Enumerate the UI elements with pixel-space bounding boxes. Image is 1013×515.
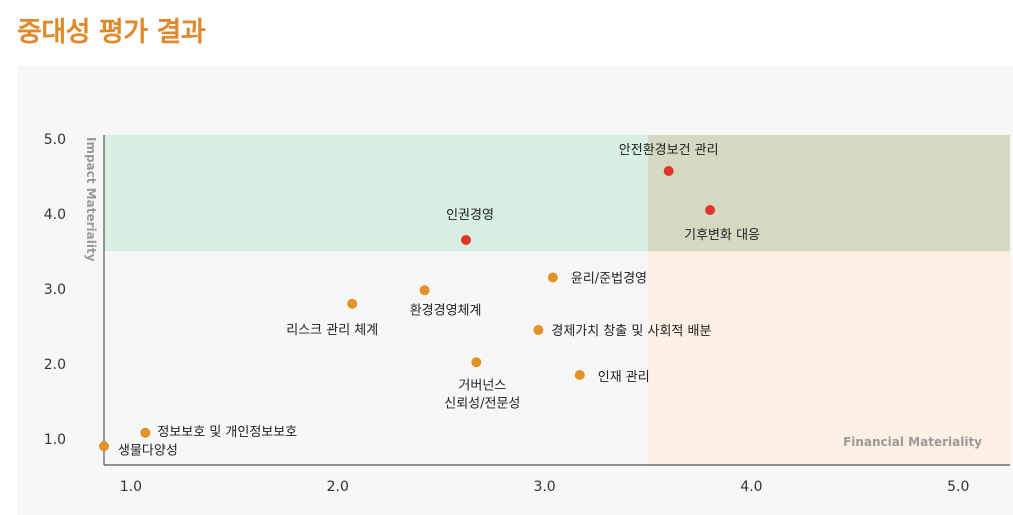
x-tick-label: 4.0 xyxy=(740,479,762,495)
data-point xyxy=(705,205,716,215)
point-label: 기후변화 대응 xyxy=(684,228,760,243)
zone-financial xyxy=(648,251,1010,465)
data-point xyxy=(547,272,558,283)
x-tick-label: 5.0 xyxy=(947,479,969,495)
data-point xyxy=(533,325,544,335)
y-tick-label: 1.0 xyxy=(44,432,66,448)
x-axis-title: Financial Materiality xyxy=(843,435,982,449)
y-tick-label: 3.0 xyxy=(44,282,66,298)
point-label: 인재 관리 xyxy=(598,370,650,385)
axes-layer xyxy=(103,135,1010,466)
data-point xyxy=(471,357,482,368)
data-point xyxy=(663,166,674,176)
data-point xyxy=(460,235,471,245)
point-label-line: 거버넌스 xyxy=(458,378,506,393)
data-point xyxy=(140,427,151,438)
points-layer xyxy=(99,166,716,452)
point-label: 윤리/준법경영 xyxy=(571,272,647,287)
point-label: 리스크 관리 체계 xyxy=(286,323,378,338)
point-label: 생물다양성 xyxy=(118,443,178,458)
y-tick-label: 4.0 xyxy=(44,207,66,223)
data-point xyxy=(419,285,430,296)
point-label: 안전환경보건 관리 xyxy=(619,143,719,158)
point-label: 정보보호 및 개인정보보호 xyxy=(157,425,297,440)
y-axis-title: Impact Materiality xyxy=(84,137,98,262)
point-label-line: 신뢰성/전문성 xyxy=(444,396,520,411)
zone-impact xyxy=(104,135,649,252)
zones-layer xyxy=(104,135,1010,465)
y-tick-label: 2.0 xyxy=(44,357,66,373)
zone-both xyxy=(648,135,1010,252)
point-label: 경제가치 창출 및 사회적 배분 xyxy=(551,324,711,339)
ticks-layer: 1.0 2.0 3.0 4.0 5.0 1.0 2.0 3.0 4.0 5.0 xyxy=(44,132,970,495)
x-tick-label: 3.0 xyxy=(533,479,555,495)
x-tick-label: 1.0 xyxy=(120,479,142,495)
point-label: 환경경영체계 xyxy=(410,303,482,318)
data-point xyxy=(99,441,109,452)
data-point xyxy=(574,370,585,380)
y-tick-label: 5.0 xyxy=(44,132,66,148)
point-label: 인권경영 xyxy=(446,208,494,223)
page-title: 중대성 평가 결과 xyxy=(17,17,206,48)
data-point xyxy=(347,298,358,309)
x-tick-label: 2.0 xyxy=(327,479,349,495)
